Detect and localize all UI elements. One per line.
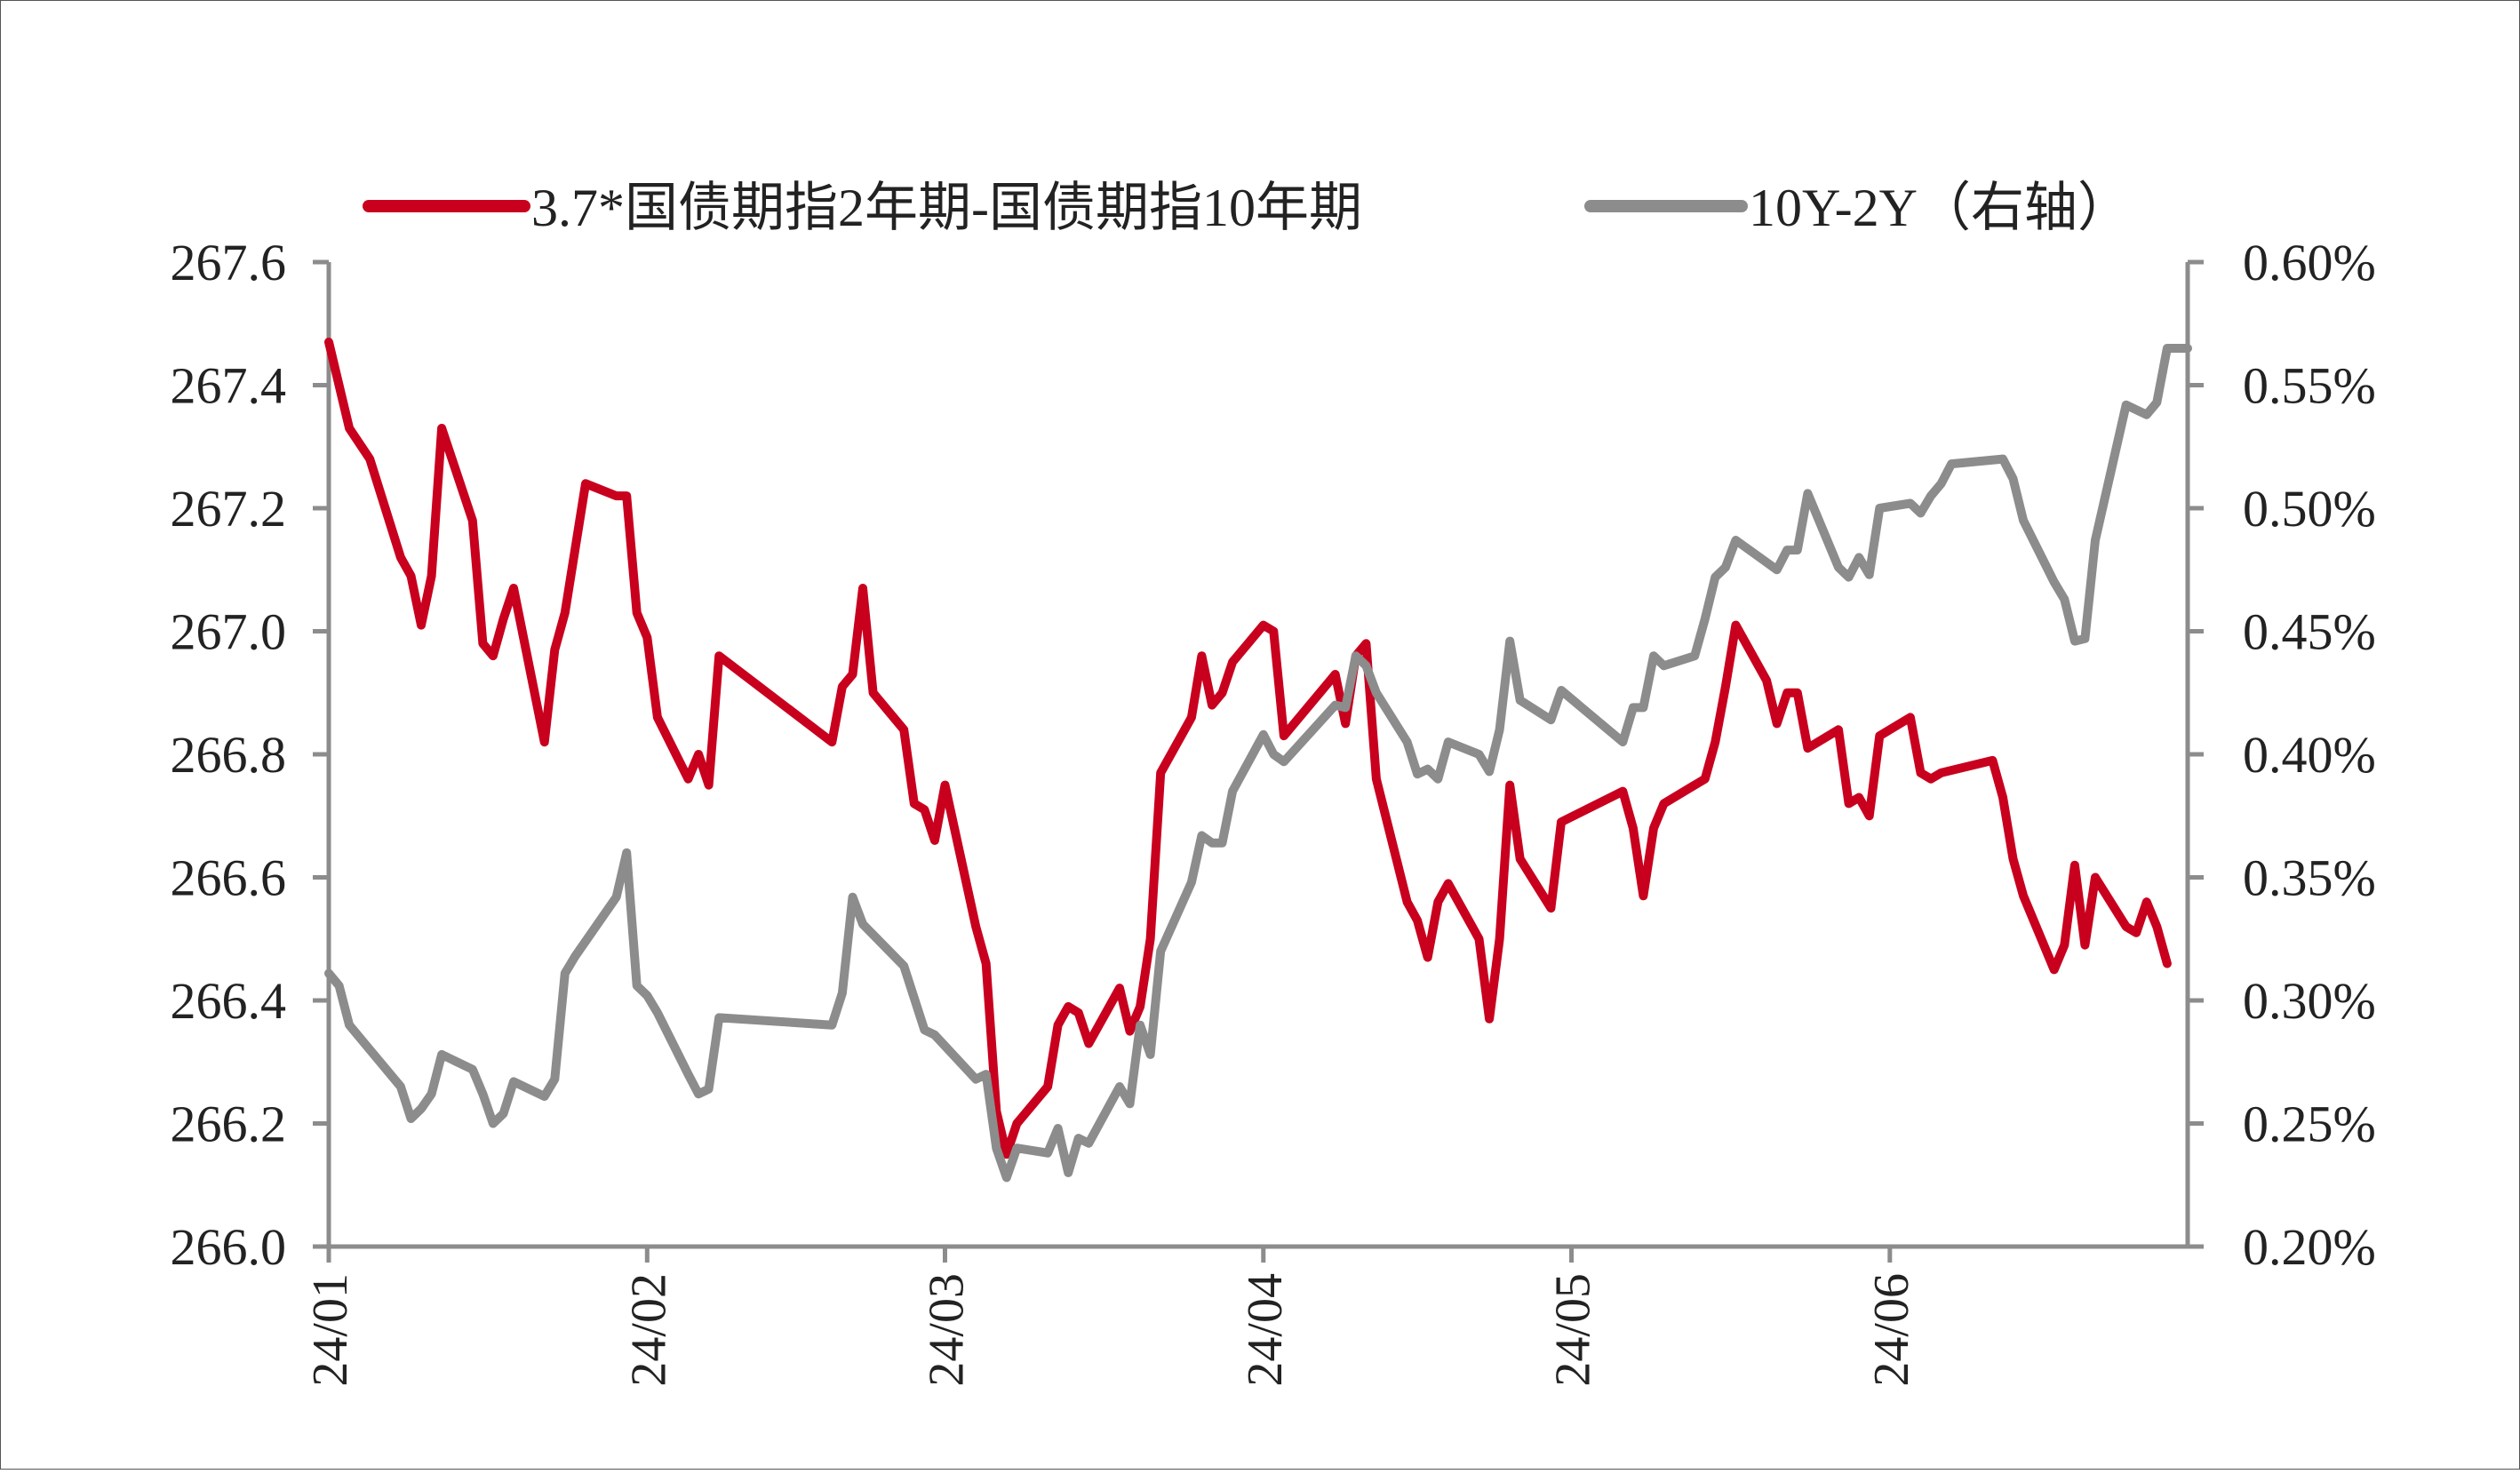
left-tick-label: 267.0 — [171, 603, 287, 661]
x-tick-label: 24/04 — [1238, 1273, 1293, 1387]
x-tick-label: 24/03 — [919, 1273, 974, 1387]
left-tick-label: 266.6 — [171, 849, 287, 907]
legend-label-10y-2y: 10Y-2Y（右轴） — [1749, 179, 2131, 237]
series-layer — [324, 338, 2192, 1183]
right-tick-label: 0.60% — [2243, 234, 2376, 291]
right-tick-label: 0.55% — [2243, 357, 2376, 415]
right-tick-label: 0.45% — [2243, 603, 2376, 661]
left-tick-label: 266.2 — [171, 1096, 287, 1153]
left-tick-label: 266.4 — [171, 972, 287, 1030]
left-tick-label: 267.2 — [171, 480, 287, 538]
x-tick-label: 24/06 — [1864, 1273, 1919, 1387]
axes: 267.6 267.4 267.2 267.0 266.8 266.6 266.4 266.2… — [171, 234, 2376, 1387]
right-tick-label: 0.20% — [2243, 1218, 2376, 1276]
right-tick-label: 0.25% — [2243, 1096, 2376, 1153]
left-tick-label: 267.6 — [171, 234, 287, 291]
series-line-spread — [324, 338, 2172, 1159]
left-tick-label: 266.8 — [171, 726, 287, 784]
left-tick-label: 266.0 — [171, 1218, 287, 1276]
legend: 3.7*国债期指2年期-国债期指10年期 10Y-2Y（右轴） — [363, 179, 2131, 237]
x-tick-label: 24/01 — [303, 1273, 358, 1387]
series-line-10y-2y — [324, 344, 2192, 1183]
left-tick-label: 267.4 — [171, 357, 287, 415]
right-tick-label: 0.35% — [2243, 849, 2376, 907]
right-tick-label: 0.50% — [2243, 480, 2376, 538]
right-tick-label: 0.30% — [2243, 972, 2376, 1030]
x-tick-label: 24/02 — [621, 1273, 676, 1387]
right-tick-label: 0.40% — [2243, 726, 2376, 784]
legend-label-spread: 3.7*国债期指2年期-国债期指10年期 — [531, 179, 1362, 237]
x-tick-label: 24/05 — [1546, 1273, 1601, 1387]
